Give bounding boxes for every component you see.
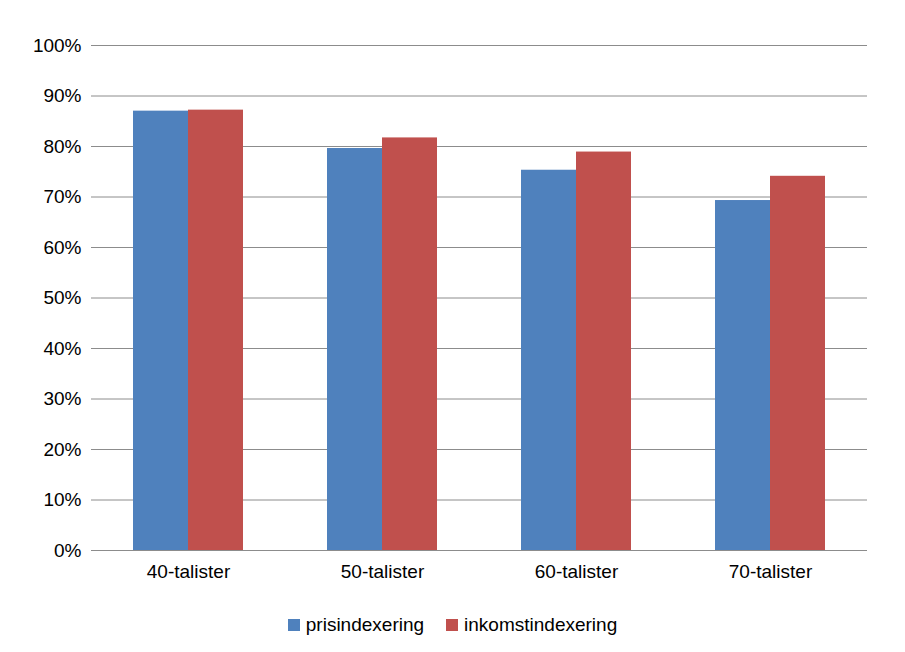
svg-text:70-talister: 70-talister: [729, 561, 813, 582]
svg-text:80%: 80%: [43, 136, 81, 157]
svg-text:20%: 20%: [43, 439, 81, 460]
html-text:prisindexering: prisindexering: [305, 614, 425, 635]
svg-text:60%: 60%: [43, 237, 81, 258]
svg-text:50%: 50%: [43, 287, 81, 308]
svg-text:40%: 40%: [43, 338, 81, 359]
svg-text:10%: 10%: [43, 489, 81, 510]
svg-text:100%: 100%: [33, 35, 82, 56]
svg-text:60-talister: 60-talister: [535, 561, 619, 582]
svg-text:90%: 90%: [43, 85, 81, 106]
svg-text:0%: 0%: [54, 540, 82, 561]
svg-text:50-talister: 50-talister: [341, 561, 425, 582]
svg-text:40-talister: 40-talister: [147, 561, 231, 582]
svg-text:70%: 70%: [43, 186, 81, 207]
svg-text:30%: 30%: [43, 388, 81, 409]
html-text:inkomstindexering: inkomstindexering: [464, 614, 618, 635]
